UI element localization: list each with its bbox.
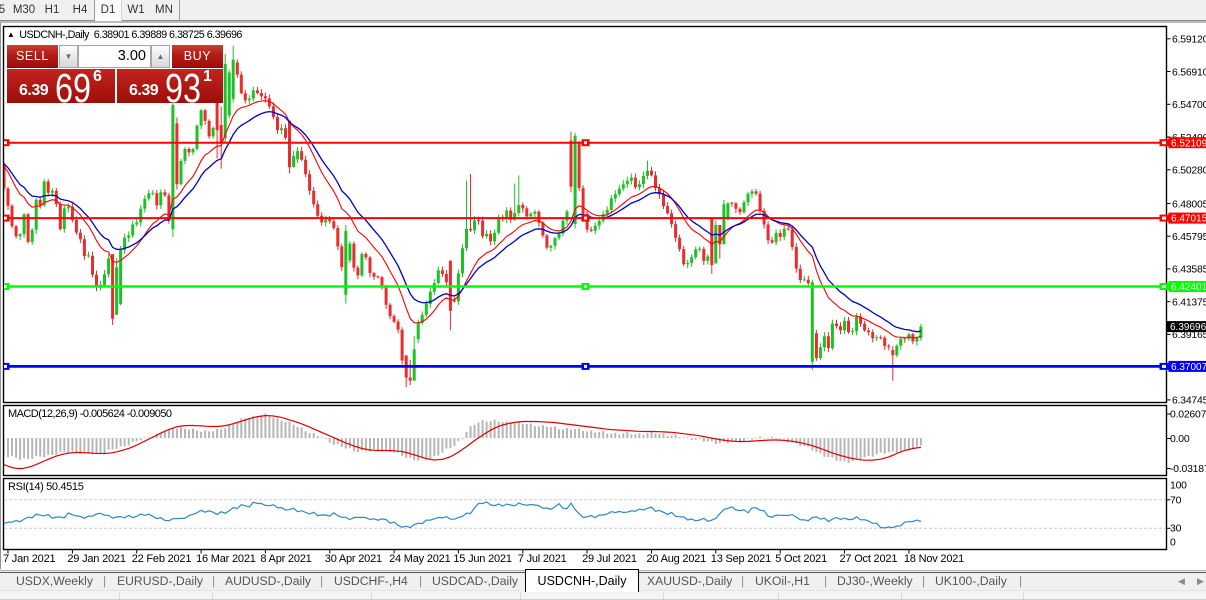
svg-text:7 Jul 2021: 7 Jul 2021 — [518, 553, 567, 565]
svg-text:20 Aug 2021: 20 Aug 2021 — [647, 553, 707, 565]
svg-text:7 Jan 2021: 7 Jan 2021 — [3, 553, 56, 565]
svg-text:MACD(12,26,9) -0.005624 -0.009: MACD(12,26,9) -0.005624 -0.009050 — [8, 408, 172, 420]
svg-text:100: 100 — [1170, 481, 1187, 492]
svg-text:6.45795: 6.45795 — [1172, 232, 1206, 243]
svg-text:8 Apr 2021: 8 Apr 2021 — [260, 553, 311, 565]
svg-text:70: 70 — [1170, 496, 1182, 507]
svg-text:6.39165: 6.39165 — [1172, 330, 1206, 341]
svg-text:16 Mar 2021: 16 Mar 2021 — [196, 553, 256, 565]
svg-text:0.02607: 0.02607 — [1170, 410, 1206, 421]
svg-text:22 Feb 2021: 22 Feb 2021 — [132, 553, 192, 565]
svg-text:RSI(14) 50.4515: RSI(14) 50.4515 — [8, 481, 84, 493]
svg-text:29 Jul 2021: 29 Jul 2021 — [582, 553, 637, 565]
svg-text:6.59120: 6.59120 — [1172, 35, 1206, 46]
svg-text:30 Apr 2021: 30 Apr 2021 — [325, 553, 382, 565]
svg-text:6.48005: 6.48005 — [1172, 199, 1206, 210]
svg-text:30: 30 — [1170, 524, 1182, 535]
svg-text:6.39696: 6.39696 — [1170, 322, 1206, 333]
svg-text:6.43585: 6.43585 — [1172, 265, 1206, 276]
svg-text:6.52109: 6.52109 — [1171, 138, 1206, 149]
svg-text:0.00: 0.00 — [1170, 434, 1190, 445]
svg-text:6.47015: 6.47015 — [1171, 214, 1206, 225]
svg-text:29 Jan 2021: 29 Jan 2021 — [67, 553, 125, 565]
svg-text:5 Oct 2021: 5 Oct 2021 — [775, 553, 827, 565]
svg-text:27 Oct 2021: 27 Oct 2021 — [840, 553, 898, 565]
svg-text:13 Sep 2021: 13 Sep 2021 — [711, 553, 771, 565]
svg-text:15 Jun 2021: 15 Jun 2021 — [453, 553, 511, 565]
svg-text:6.42401: 6.42401 — [1171, 282, 1206, 293]
svg-text:0: 0 — [1170, 538, 1176, 549]
svg-text:24 May 2021: 24 May 2021 — [389, 553, 450, 565]
svg-text:6.34745: 6.34745 — [1172, 396, 1206, 407]
svg-text:18 Nov 2021: 18 Nov 2021 — [904, 553, 964, 565]
svg-text:-0.03187: -0.03187 — [1170, 464, 1206, 475]
svg-text:6.50280: 6.50280 — [1172, 166, 1206, 177]
svg-text:6.56910: 6.56910 — [1172, 67, 1206, 78]
svg-text:6.37007: 6.37007 — [1171, 362, 1206, 373]
svg-text:6.41375: 6.41375 — [1172, 298, 1206, 309]
svg-text:6.54700: 6.54700 — [1172, 100, 1206, 111]
